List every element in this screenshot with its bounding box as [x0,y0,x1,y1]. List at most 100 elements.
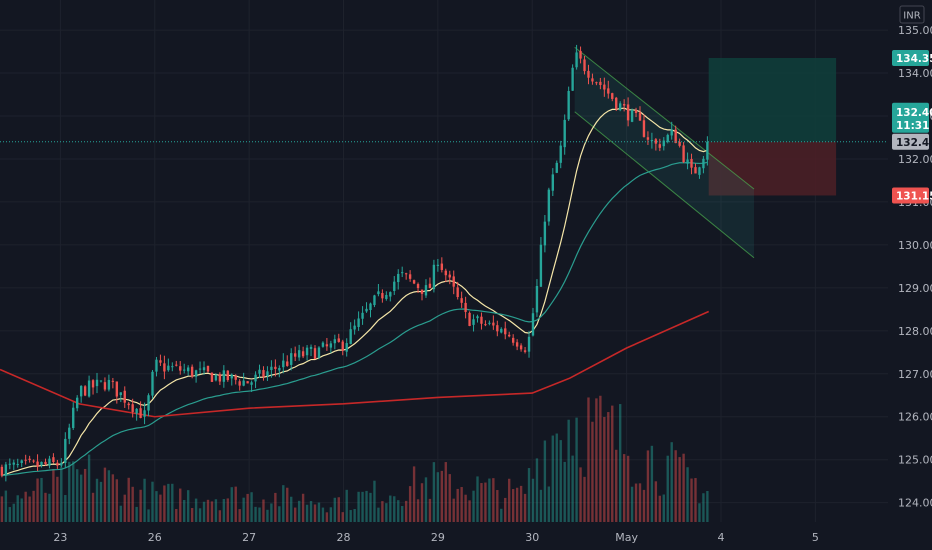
volume-bar-14 [56,476,59,522]
volume-bar-28 [111,474,115,522]
candle-body-142 [563,119,566,148]
y-tick-label-3: 132.00 [898,153,932,166]
candle-body-31 [123,390,126,403]
volume-bar-117 [464,494,467,522]
volume-bar-86 [341,512,344,522]
volume-bar-167 [662,494,665,522]
volume-bar-54 [214,499,218,522]
stop-zone[interactable] [708,141,837,196]
candle-body-170 [674,129,677,144]
volume-bar-56 [222,499,226,522]
volume-bar-32 [127,477,130,522]
volume-bar-45 [179,488,182,522]
candle-body-8 [32,460,35,462]
volume-bar-165 [654,481,658,522]
volume-bar-141 [559,440,562,522]
candle-body-42 [167,365,170,371]
candle-body-30 [119,392,122,396]
candle-body-45 [179,366,182,371]
candle-body-135 [535,285,539,313]
x-tick-label-5: 30 [525,531,539,544]
candle-body-10 [40,461,43,466]
currency-label[interactable]: INR [899,5,925,24]
candle-body-160 [634,109,638,114]
candle-body-161 [638,112,642,121]
y-tick-label-11: 124.00 [898,497,932,510]
candle-body-51 [202,367,206,371]
currency-label-text: INR [903,11,920,22]
candle-body-124 [492,322,495,326]
candle-body-73 [290,353,293,365]
candle-body-123 [488,322,491,324]
volume-bar-74 [293,507,297,522]
candle-body-131 [519,345,523,350]
volume-bar-178 [706,491,709,522]
candle-body-90 [357,318,360,327]
volume-bar-162 [642,489,646,522]
volume-bar-118 [468,500,471,522]
price-axis-bg [888,0,932,550]
candle-body-12 [48,458,51,466]
volume-bar-5 [20,498,23,522]
volume-bar-175 [694,478,697,522]
candle-body-6 [24,459,27,461]
candle-body-107 [424,285,428,296]
candle-body-151 [599,81,602,86]
volume-bar-134 [531,478,535,522]
volume-bar-78 [309,501,313,522]
candle-body-16 [64,438,67,464]
time-axis[interactable]: 23 26 27 28 29 30 May 4 5 [0,522,932,550]
candle-body-167 [662,140,665,147]
candle-body-81 [321,342,325,347]
volume-bar-69 [274,492,277,522]
price-channel[interactable] [574,46,755,259]
volume-bar-115 [456,488,459,522]
candle-body-172 [682,145,685,163]
volume-bar-62 [246,493,249,522]
channel-upper-line[interactable] [574,46,755,190]
volume-bar-58 [230,487,233,522]
volume-bar-98 [389,495,392,522]
volume-bar-7 [28,496,31,522]
volume-bar-35 [139,489,142,522]
stop-price-tag-bg [892,187,929,204]
target-zone[interactable] [708,58,837,142]
candle-body-72 [286,361,289,366]
candle-body-155 [615,97,618,110]
candle-body-99 [393,281,396,292]
candle-body-74 [293,353,297,357]
candle-body-43 [171,366,174,368]
candle-body-36 [143,410,146,417]
volume-bar-97 [385,503,388,522]
volume-bar-65 [258,507,261,522]
volume-bar-119 [472,490,475,522]
volume-bar-160 [634,483,638,522]
x-tick-label-4: 29 [431,531,445,544]
position-tool[interactable] [708,58,837,196]
volume-bar-147 [583,476,586,522]
channel-lower-line[interactable] [574,111,755,259]
candle-body-41 [163,363,166,372]
y-tick-label-1: 134.00 [898,67,932,80]
candle-body-139 [551,174,554,191]
candle-body-35 [139,408,142,418]
volume-bars [0,395,709,522]
volume-bar-170 [674,450,677,522]
candle-body-60 [238,381,241,386]
candle-body-100 [397,273,400,283]
volume-bar-112 [444,462,447,522]
volume-bar-47 [186,490,190,522]
candle-body-13 [52,457,55,463]
candle-body-126 [500,328,503,333]
price-axis[interactable]: 135.00134.00133.00132.00131.00130.00129.… [888,0,932,550]
volume-bar-15 [60,467,63,522]
candle-body-97 [385,294,388,299]
candle-body-121 [480,316,483,324]
volume-bar-72 [286,487,289,522]
candle-body-92 [365,308,368,312]
y-tick-label-8: 127.00 [898,368,932,381]
volume-bar-159 [630,486,634,522]
volume-bar-135 [535,458,539,522]
candle-body-150 [595,82,598,84]
